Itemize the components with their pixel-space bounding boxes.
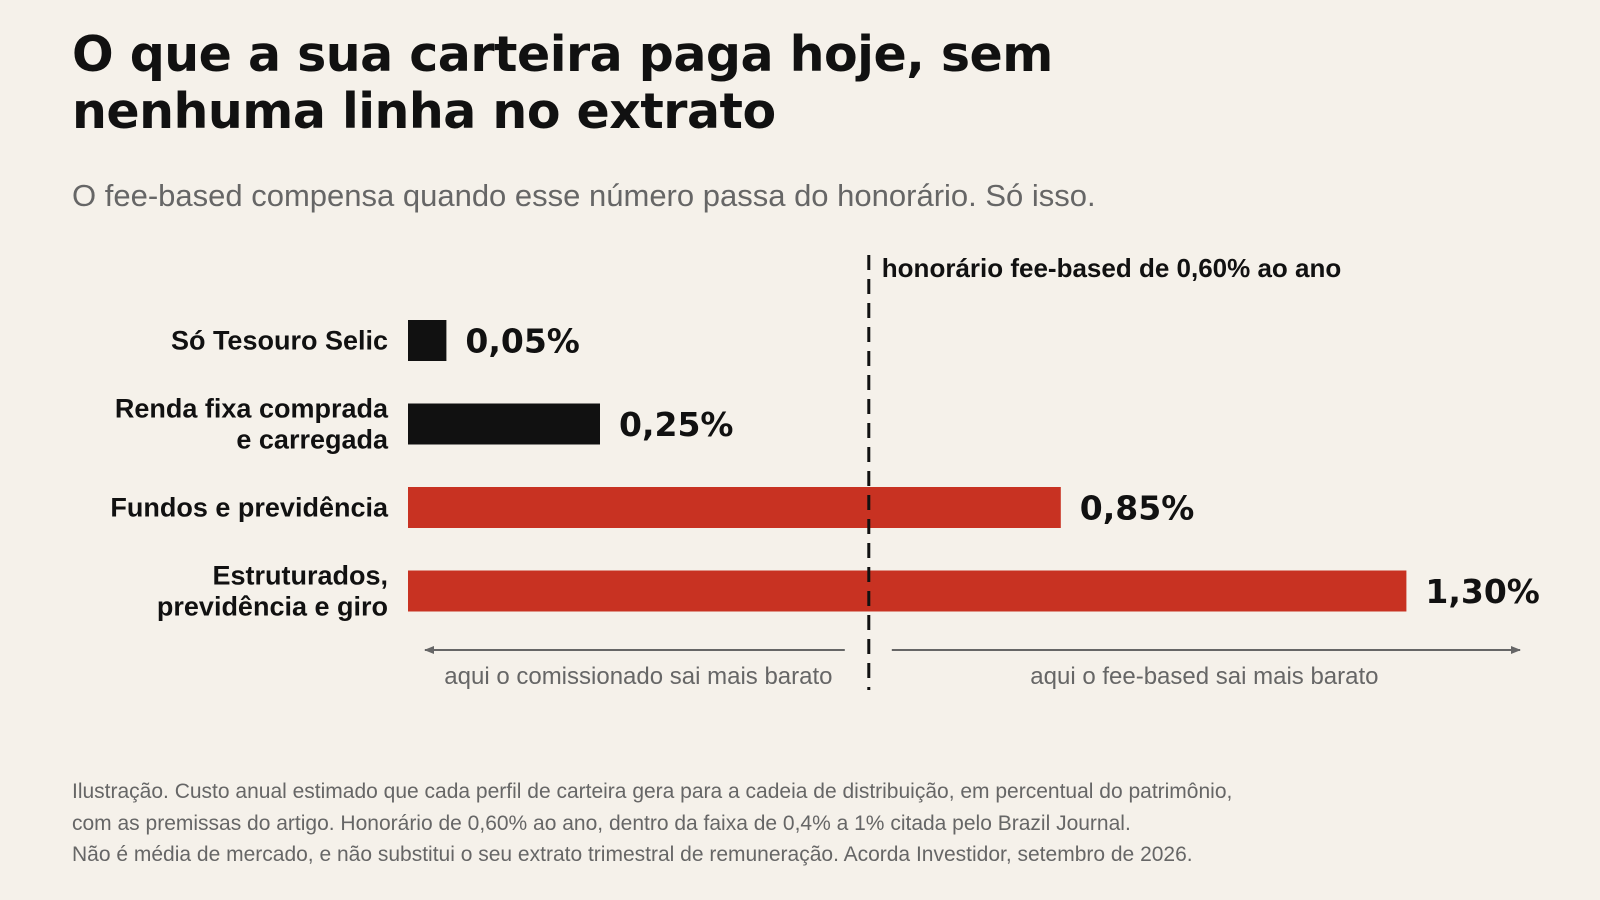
- bar-value-label: 0,05%: [465, 322, 580, 361]
- category-label-line: Fundos e previdência: [110, 493, 389, 523]
- category-label-line: previdência e giro: [157, 592, 388, 622]
- bar: [408, 320, 447, 361]
- category-label-line: Só Tesouro Selic: [171, 326, 388, 356]
- category-label: Só Tesouro Selic: [171, 326, 388, 356]
- category-label: Estruturados, previdência e giro: [157, 561, 388, 622]
- bar: [408, 403, 600, 445]
- bar-value-label: 1,30%: [1425, 572, 1540, 611]
- annotation-commission-cheaper: aqui o comissionado sai mais barato: [444, 663, 832, 690]
- chart-svg: 0,05% Só Tesouro Selic 0,25% Renda fixa com…: [110, 253, 1540, 690]
- category-label-line: Estruturados,: [212, 561, 388, 591]
- annotation-fee-based-cheaper: aqui o fee-based sai mais barato: [1030, 663, 1378, 690]
- chart-title: O que a sua carteira paga hoje, sem nenh…: [72, 26, 1053, 140]
- bars-layer: 0,05% Só Tesouro Selic 0,25% Renda fixa com…: [110, 320, 1540, 622]
- bar: [408, 570, 1407, 612]
- bar: [408, 487, 1061, 528]
- category-label-line: e carregada: [236, 425, 389, 455]
- category-label-line: Renda fixa comprada: [115, 394, 389, 424]
- bar-value-label: 0,85%: [1080, 489, 1195, 528]
- footnote-line: com as premissas do artigo. Honorário de…: [72, 811, 1131, 835]
- footnote-line: Ilustração. Custo anual estimado que cad…: [72, 780, 1233, 803]
- footnote: Ilustração. Custo anual estimado que cad…: [72, 776, 1552, 871]
- footnote-line: Não é média de mercado, e não substitui …: [72, 843, 1193, 866]
- bar-value-label: 0,25%: [619, 405, 734, 444]
- reference-line-label: honorário fee-based de 0,60% ao ano: [882, 253, 1341, 283]
- chart-subtitle: O fee-based compensa quando esse número …: [72, 178, 1096, 213]
- bar-chart: 0,05% Só Tesouro Selic 0,25% Renda fixa com…: [0, 240, 1600, 710]
- category-label: Renda fixa comprada e carregada: [115, 394, 389, 455]
- category-label: Fundos e previdência: [110, 493, 389, 523]
